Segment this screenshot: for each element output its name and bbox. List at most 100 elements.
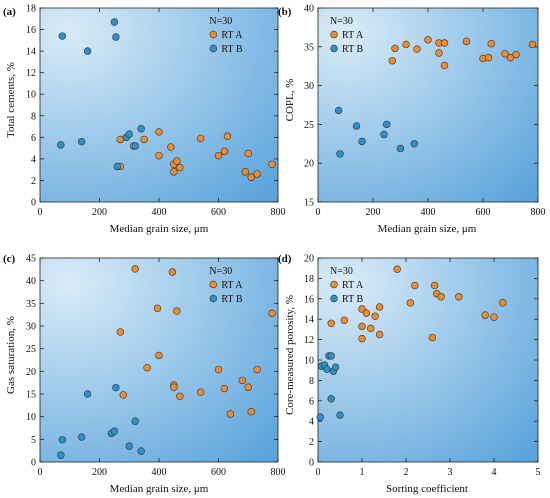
y-tick-label: 18: [26, 4, 36, 15]
x-axis-label-c: Median grain size, μm: [110, 483, 209, 495]
y-tick-label: 8: [309, 376, 314, 387]
y-tick-label: 8: [31, 111, 36, 122]
y-tick-label: 15: [26, 390, 36, 401]
legend-label: RT B: [342, 44, 363, 55]
data-point-rt-a: [140, 135, 148, 144]
data-point-rt-a: [220, 147, 229, 156]
x-tick-label: 200: [92, 467, 107, 478]
data-point-rt-a: [402, 40, 410, 49]
x-tick-label: 400: [152, 467, 167, 478]
plot-background-a: [39, 7, 279, 203]
x-tick-label: 0: [316, 467, 321, 478]
data-point-rt-a: [253, 170, 261, 178]
data-point-rt-b: [334, 106, 343, 115]
y-tick-label: 2: [31, 176, 36, 187]
sample-count-annotation: N=30: [330, 16, 353, 27]
data-point-rt-a: [484, 53, 493, 62]
y-tick-label: 10: [26, 412, 36, 423]
data-point-rt-a: [506, 53, 515, 62]
data-point-rt-a: [173, 157, 181, 165]
y-tick-label: 4: [31, 154, 36, 165]
panel-label-a: (a): [3, 6, 16, 18]
y-tick-label: 6: [309, 396, 314, 407]
data-point-rt-a: [143, 364, 151, 372]
y-tick-label: 20: [304, 254, 314, 265]
data-point-rt-b: [336, 150, 344, 158]
x-tick-label: 600: [476, 207, 491, 218]
x-tick-label: 2: [404, 467, 409, 478]
data-point-rt-a: [362, 309, 371, 317]
plot-area-c: 0 200 400 600 800 0 5 10 15 20 25 30 35 40 45 N=30 RT A R…: [26, 254, 286, 479]
data-point-rt-b: [110, 18, 119, 26]
data-point-rt-b: [57, 451, 65, 459]
plot-area-b: 0 200 400 600 800 15 20 25 30 35 40 N=30 RT A RT B: [304, 4, 546, 219]
legend-label: RT A: [342, 280, 364, 291]
data-point-rt-b: [410, 140, 418, 148]
data-point-rt-a: [501, 50, 509, 58]
legend-marker: [330, 280, 338, 289]
x-axis-label-b: Median grain size, μm: [378, 223, 477, 235]
y-tick-label: 15: [304, 198, 314, 209]
x-tick-label: 400: [152, 207, 167, 218]
y-tick-label: 45: [26, 254, 36, 265]
y-tick-label: 40: [26, 276, 36, 287]
x-axis-label-d: Sorting coefficient: [386, 483, 468, 495]
data-point-rt-a: [435, 49, 443, 57]
panel-a: (a) 0 200 400 600 800 0 2 4 6 8 10 12 14 16 18 N=30 RT A…: [3, 4, 286, 236]
plot-area-a: 0 200 400 600 800 0 2 4 6 8 10 12 14 16 18 N=30 RT A RT B: [26, 4, 286, 219]
data-point-rt-a: [437, 293, 445, 301]
data-point-rt-a: [176, 163, 184, 172]
data-point-rt-b: [327, 395, 335, 403]
data-point-rt-a: [196, 388, 205, 396]
data-point-rt-a: [428, 333, 437, 342]
y-tick-label: 6: [31, 133, 36, 144]
data-point-rt-a: [244, 383, 252, 391]
legend-marker: [209, 294, 218, 303]
y-axis-label-c: Gas saturation, %: [5, 316, 17, 394]
data-point-rt-a: [411, 281, 419, 290]
data-point-rt-a: [512, 50, 520, 59]
x-tick-label: 800: [271, 207, 286, 218]
legend-label: RT A: [221, 30, 243, 41]
data-point-rt-b: [336, 411, 344, 419]
legend-marker: [330, 294, 338, 303]
legend-marker: [330, 44, 338, 53]
legend-label: RT B: [342, 294, 363, 305]
data-point-rt-a: [481, 311, 489, 319]
y-tick-label: 16: [304, 294, 314, 305]
x-tick-label: 1: [360, 467, 365, 478]
y-tick-label: 35: [26, 299, 36, 310]
y-tick-label: 25: [304, 120, 314, 131]
sample-count-annotation: N=30: [209, 16, 232, 27]
data-point-rt-a: [155, 351, 163, 360]
data-point-rt-a: [168, 268, 177, 276]
y-tick-label: 10: [304, 356, 314, 367]
y-tick-label: 2: [309, 437, 314, 448]
legend-label: RT A: [342, 30, 364, 41]
data-point-rt-a: [220, 384, 229, 393]
y-axis-label-d: Core-measured porosity, %: [284, 295, 296, 415]
y-axis-label-a: Total cements, %: [5, 62, 17, 138]
data-point-rt-a: [241, 168, 249, 176]
data-point-rt-b: [110, 427, 119, 435]
y-tick-label: 35: [304, 42, 314, 53]
x-tick-label: 3: [448, 467, 453, 478]
x-tick-label: 800: [271, 467, 286, 478]
data-point-rt-a: [268, 309, 276, 318]
data-point-rt-a: [455, 293, 463, 301]
data-point-rt-b: [125, 130, 133, 138]
legend-marker: [209, 30, 218, 39]
y-tick-label: 30: [26, 322, 36, 333]
data-point-rt-b: [57, 141, 65, 149]
y-tick-label: 40: [304, 4, 314, 15]
data-point-rt-a: [440, 61, 449, 70]
y-tick-label: 14: [26, 47, 36, 58]
y-tick-label: 12: [26, 68, 36, 79]
data-point-rt-a: [247, 407, 255, 416]
data-point-rt-b: [58, 32, 67, 40]
panel-c: (c) 0 200 400 600 800 0 5 10 15 20 25 30 35 40 45 N=30 R…: [3, 253, 286, 495]
data-point-rt-a: [119, 391, 128, 399]
data-point-rt-a: [131, 265, 139, 273]
